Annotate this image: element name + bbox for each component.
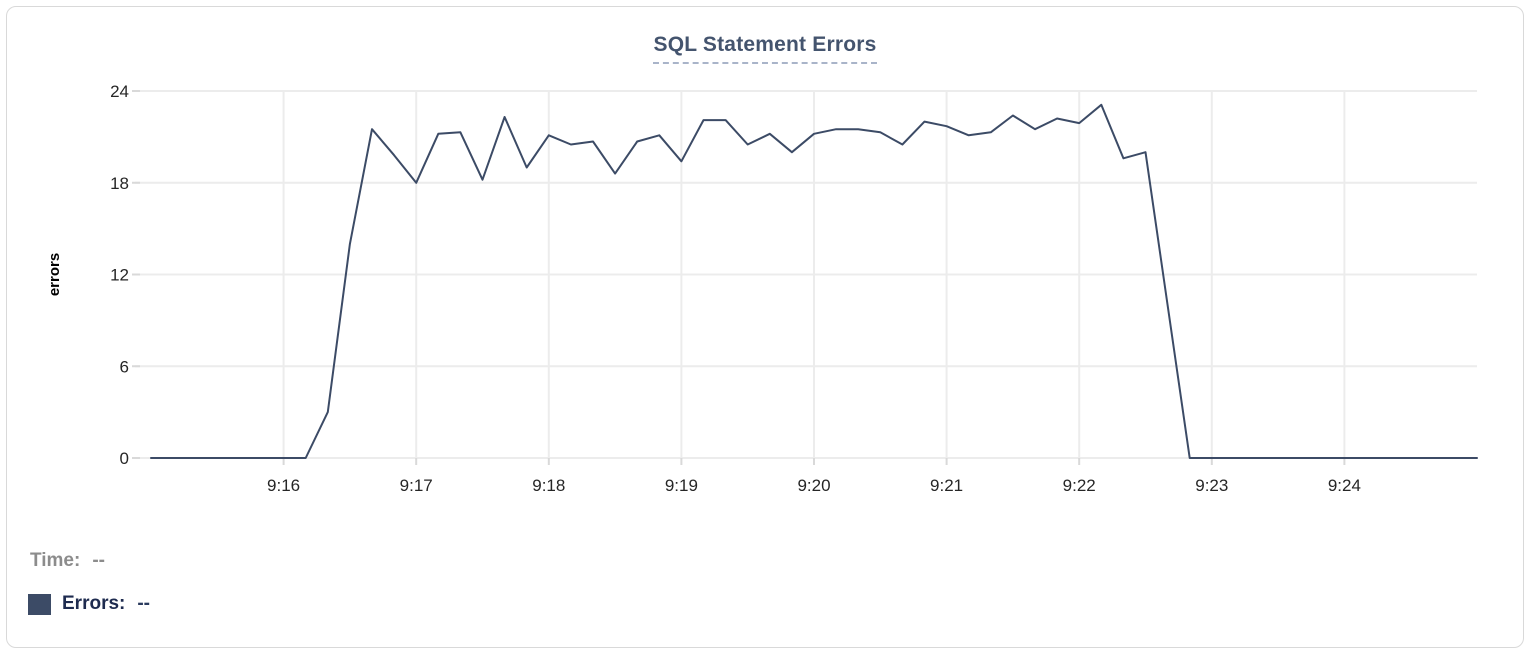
errors-line-chart[interactable]: 0 6 12 18 24 9:16 9:17 9:18 9:19 9:20 9:21 9:22 9:23… (7, 7, 1528, 659)
errors-label: Errors: (62, 593, 126, 614)
legend-errors-row[interactable]: Errors: -- (28, 593, 150, 615)
x-tick-label: 9:24 (1328, 476, 1361, 495)
tooltip-time-row: Time: -- (30, 550, 105, 572)
time-value: -- (92, 550, 105, 571)
x-tick-label: 9:22 (1063, 476, 1096, 495)
chart-header: SQL Statement Errors (7, 33, 1523, 64)
y-tick-label: 24 (110, 82, 129, 101)
chart-title-link[interactable]: SQL Statement Errors (653, 33, 877, 64)
x-tick-label: 9:18 (532, 476, 565, 495)
y-axis-title: errors (46, 253, 63, 296)
x-tick-label: 9:16 (267, 476, 300, 495)
x-tick-label: 9:17 (400, 476, 433, 495)
x-tick-label: 9:23 (1195, 476, 1228, 495)
chart-card: SQL Statement Errors 0 6 12 18 24 9:16 9:17 9:1… (6, 6, 1524, 648)
time-label: Time: (30, 550, 81, 571)
x-tick-label: 9:19 (665, 476, 698, 495)
errors-series-swatch[interactable] (28, 593, 51, 615)
series-line-errors[interactable] (150, 103, 1478, 459)
x-tick-label: 9:20 (797, 476, 830, 495)
y-tick-label: 6 (120, 357, 129, 376)
x-tick-label: 9:21 (930, 476, 963, 495)
errors-value: -- (137, 593, 151, 614)
y-tick-label: 0 (120, 449, 129, 468)
y-tick-label: 18 (110, 174, 129, 193)
y-tick-label: 12 (110, 266, 129, 285)
